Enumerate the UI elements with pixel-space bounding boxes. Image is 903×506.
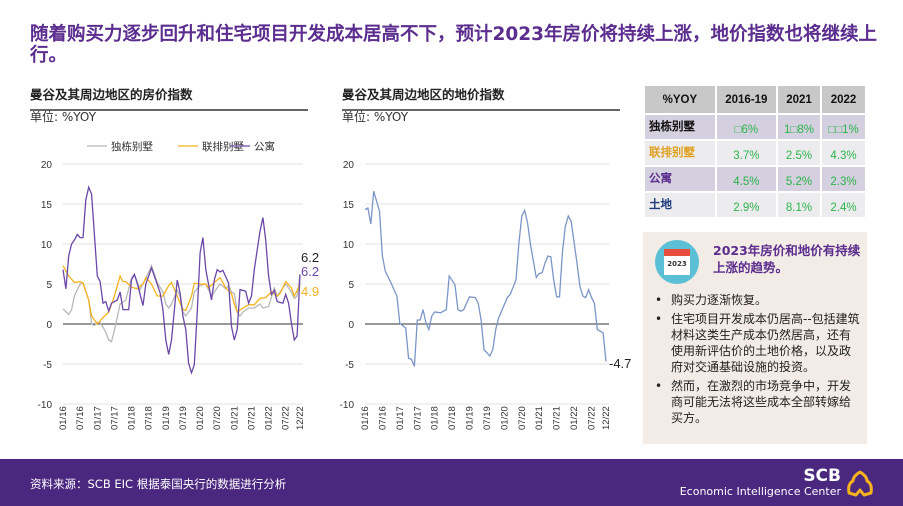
chart1-title: 曼谷及其周边地区的房价指数 (30, 84, 308, 111)
x-tick-label: 07/20 (212, 406, 223, 430)
list-item: 然而，在激烈的市场竞争中，开发商可能无法将这些成本全部转嫁给买方。 (655, 378, 861, 426)
x-tick-label: 01/20 (499, 406, 510, 430)
x-tick-label: 07/16 (75, 406, 86, 430)
table-header: 2016-19 (714, 84, 778, 115)
y-tick-label: 20 (343, 160, 355, 171)
footer: 资料来源：SCB EIC 根据泰国央行的数据进行分析 SCB Economic … (0, 459, 903, 506)
y-tick-label: 20 (41, 160, 53, 171)
x-tick-label: 12/22 (295, 406, 306, 430)
y-tick-label: 15 (41, 200, 53, 211)
x-tick-label: 12/22 (601, 406, 612, 430)
table-row: 土地 2.9% 8.1% 2.4% (643, 191, 867, 219)
row-label: 公寓 (643, 165, 717, 193)
yoy-table: %YOY 2016-19 2021 2022 独栋别墅 □6% 1□8% □□1% 联… (643, 84, 867, 219)
table-row: 联排别墅 3.7% 2.5% 4.3% (643, 139, 867, 167)
x-tick-label: 01/17 (395, 406, 406, 430)
y-tick-label: 10 (343, 240, 355, 251)
x-tick-label: 01/22 (569, 406, 580, 430)
x-tick-label: 01/19 (465, 406, 476, 430)
outlook-title: 2023年房价和地价有持续上涨的趋势。 (713, 243, 861, 275)
table-row: 公寓 4.5% 5.2% 2.3% (643, 165, 867, 193)
x-tick-label: 07/19 (178, 406, 189, 430)
cell: 1□8% (775, 113, 823, 141)
y-tick-label: 0 (46, 320, 52, 331)
cell: 2.5% (775, 139, 823, 167)
x-tick-label: 07/20 (517, 406, 528, 430)
x-tick-label: 01/21 (229, 406, 240, 430)
x-tick-label: 07/21 (552, 406, 563, 430)
table-row: 独栋别墅 □6% 1□8% □□1% (643, 113, 867, 141)
x-tick-label: 07/22 (586, 406, 597, 430)
table-header: 2021 (775, 84, 823, 115)
calendar-icon: 2023 (655, 240, 699, 284)
chart2-unit: 单位: %YOY (342, 110, 409, 124)
series-line-2 (62, 185, 301, 375)
x-tick-label: 07/19 (482, 406, 493, 430)
outlook-list: 购买力逐渐恢复。 住宅项目开发成本仍居高--包括建筑材料这类生产成本仍然居高，还… (655, 292, 861, 429)
x-tick-label: 01/18 (430, 406, 441, 430)
series-line-0 (364, 191, 607, 367)
y-tick-label: 0 (348, 320, 354, 331)
end-label: -4.7 (609, 356, 631, 371)
page-title: 随着购买力逐步回升和住宅项目开发成本居高不下，预计2023年房价将持续上涨，地价… (30, 24, 877, 66)
x-tick-label: 01/19 (161, 406, 172, 430)
row-label: 独栋别墅 (643, 113, 717, 141)
cell: □□1% (820, 113, 867, 141)
y-tick-label: -10 (340, 400, 355, 411)
cell: 4.3% (820, 139, 867, 167)
y-tick-label: 15 (343, 200, 355, 211)
y-tick-label: -10 (38, 400, 53, 411)
table-header: %YOY (643, 84, 717, 115)
cell: 8.1% (775, 191, 823, 219)
legend-label: 公寓 (254, 140, 275, 153)
x-tick-label: 01/20 (195, 406, 206, 430)
cell: 4.5% (714, 165, 778, 193)
x-tick-label: 07/17 (412, 406, 423, 430)
x-tick-label: 07/17 (109, 406, 120, 430)
end-label: 6.2 (301, 250, 319, 265)
y-tick-label: -5 (345, 360, 354, 371)
end-label: 4.9 (301, 284, 319, 299)
list-item: 住宅项目开发成本仍居高--包括建筑材料这类生产成本仍然居高，还有使用新评估价的土… (655, 311, 861, 375)
source-note: 资料来源：SCB EIC 根据泰国央行的数据进行分析 (30, 477, 287, 491)
x-tick-label: 01/22 (264, 406, 275, 430)
cell: 2.4% (820, 191, 867, 219)
list-item: 购买力逐渐恢复。 (655, 292, 861, 308)
legend-label: 独栋别墅 (111, 140, 153, 153)
brand-subtitle: Economic Intelligence Center (679, 485, 841, 498)
x-tick-label: 01/16 (360, 406, 371, 430)
y-tick-label: 5 (46, 280, 52, 291)
series-line-1 (62, 265, 301, 326)
scb-logo-icon (847, 470, 873, 497)
x-tick-label: 01/17 (92, 406, 103, 430)
y-tick-label: -5 (43, 360, 52, 371)
land-price-chart: 20 15 10 5 0 -5 -10 01/16 07/16 01/17 07/17 01/18 07… (340, 160, 632, 430)
brand-name: SCB (803, 466, 841, 486)
x-tick-label: 01/21 (534, 406, 545, 430)
x-tick-label: 07/18 (144, 406, 155, 430)
cell: 3.7% (714, 139, 778, 167)
cell: 2.3% (820, 165, 867, 193)
table-header-row: %YOY 2016-19 2021 2022 (643, 84, 867, 115)
cell: □6% (714, 113, 778, 141)
x-tick-label: 01/18 (127, 406, 138, 430)
y-tick-label: 5 (348, 280, 354, 291)
x-tick-label: 07/21 (246, 406, 257, 430)
end-label: 6.2 (301, 264, 319, 279)
y-tick-label: 10 (41, 240, 53, 251)
house-price-chart: 20 15 10 5 0 -5 -10 01/16 07/16 01/17 07/17 01/18 07… (38, 140, 320, 430)
chart1-unit: 单位: %YOY (30, 110, 97, 124)
row-label: 土地 (643, 191, 717, 219)
x-tick-label: 07/18 (447, 406, 458, 430)
x-tick-label: 07/16 (377, 406, 388, 430)
x-tick-label: 07/22 (281, 406, 292, 430)
cell: 2.9% (714, 191, 778, 219)
legend-label: 联排别墅 (202, 140, 244, 153)
table-header: 2022 (820, 84, 867, 115)
row-label: 联排别墅 (643, 139, 717, 167)
outlook-box: 2023 2023年房价和地价有持续上涨的趋势。 购买力逐渐恢复。 住宅项目开发… (643, 232, 867, 444)
chart2-title: 曼谷及其周边地区的地价指数 (342, 84, 620, 111)
x-tick-label: 01/16 (58, 406, 69, 430)
cell: 5.2% (775, 165, 823, 193)
